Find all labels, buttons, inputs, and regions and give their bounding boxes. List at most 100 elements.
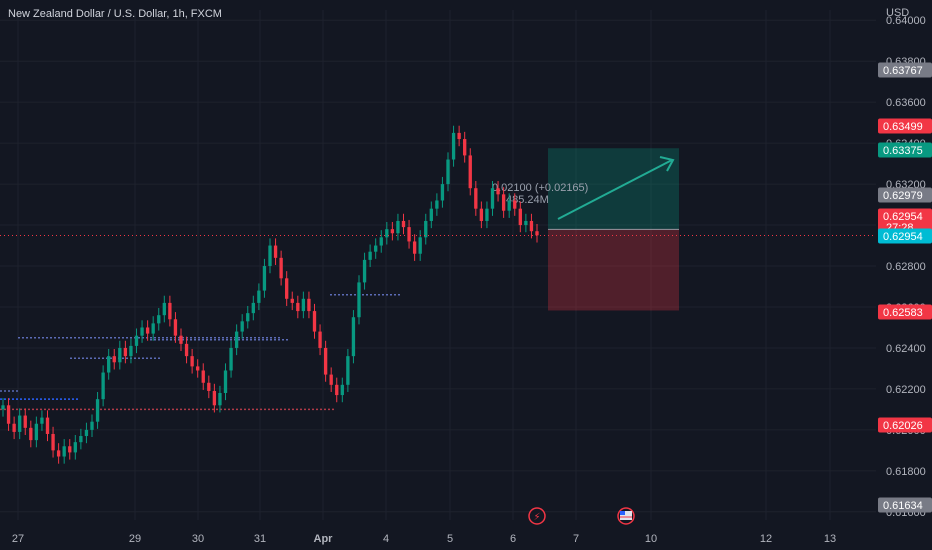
candle-body xyxy=(357,282,361,318)
candle-body xyxy=(479,208,484,221)
flag-canton xyxy=(620,511,625,515)
candle-body xyxy=(490,188,495,209)
candle-body xyxy=(218,393,222,406)
candle-body xyxy=(323,347,328,375)
time-axis-bg xyxy=(0,520,932,550)
candle-body xyxy=(112,356,116,363)
position-qty-text: 485.24M xyxy=(506,194,549,206)
candle-body xyxy=(296,302,300,312)
candle-body xyxy=(151,323,155,334)
candle-body xyxy=(435,200,439,209)
candle-body xyxy=(207,382,211,391)
candle-body xyxy=(212,390,217,406)
long-position-tool[interactable]: 0.02100 (+0.02165) 485.24M xyxy=(492,148,679,311)
price-tick-label: 0.64000 xyxy=(886,15,926,27)
candle-body xyxy=(6,405,11,424)
price-tag-label: 0.61634 xyxy=(883,500,923,512)
candle-body xyxy=(140,327,144,336)
candle-body xyxy=(535,231,539,236)
currency-label: USD xyxy=(886,7,909,19)
arrow-head-icon xyxy=(659,156,675,172)
candle-body xyxy=(451,132,456,160)
price-tick-label: 0.61800 xyxy=(886,466,926,478)
candle-body xyxy=(329,374,333,385)
candle-body xyxy=(418,237,422,254)
candle-body xyxy=(246,313,250,322)
candle-body xyxy=(424,220,428,238)
price-tag xyxy=(878,142,932,158)
candle-body xyxy=(307,298,311,312)
candles xyxy=(1,125,539,464)
candle-body xyxy=(107,356,111,373)
candle-body xyxy=(134,335,139,346)
chart-grid xyxy=(0,10,876,520)
candle-body xyxy=(379,237,383,246)
candle-body xyxy=(157,315,161,324)
candle-body xyxy=(79,436,83,443)
candle-body xyxy=(251,302,255,314)
price-tag xyxy=(878,187,932,203)
candle-body xyxy=(396,220,400,234)
candle-body xyxy=(312,311,317,332)
level-lines xyxy=(0,293,400,411)
candle-body xyxy=(118,347,122,363)
price-tag xyxy=(878,497,932,513)
candle-body xyxy=(468,155,472,189)
candle-body xyxy=(429,208,433,221)
candle-body xyxy=(101,372,105,400)
candle-body xyxy=(279,257,283,279)
candle-body xyxy=(18,415,22,432)
time-tick-label: 30 xyxy=(192,533,204,545)
candle-body xyxy=(496,188,500,195)
time-tick-label: 27 xyxy=(12,533,24,545)
price-tick-label: 0.62800 xyxy=(886,261,926,273)
candle-body xyxy=(374,245,378,252)
candle-body xyxy=(412,241,417,254)
candle-body xyxy=(518,208,522,226)
candle-body xyxy=(145,327,150,334)
candle-body xyxy=(56,450,61,457)
candle-body xyxy=(507,200,511,211)
chart-title: New Zealand Dollar / U.S. Dollar, 1h, FX… xyxy=(8,8,222,20)
candle-body xyxy=(346,356,350,385)
candle-body xyxy=(201,370,205,383)
candle-body xyxy=(62,446,66,457)
price-axis-bg xyxy=(876,0,932,520)
candle-body xyxy=(257,290,261,303)
candle-body xyxy=(351,317,356,357)
price-tag-label: 0.63499 xyxy=(883,121,923,133)
price-tick-label: 0.63600 xyxy=(886,97,926,109)
candle-body xyxy=(290,298,294,303)
time-tick-label: 5 xyxy=(447,533,453,545)
candle-body xyxy=(524,220,528,226)
profit-zone[interactable] xyxy=(548,148,679,230)
candle-body xyxy=(162,302,166,316)
candle-body xyxy=(229,347,233,371)
candle-body xyxy=(385,229,389,238)
candle-body xyxy=(446,159,450,185)
candle-body xyxy=(23,415,27,428)
price-tag-label: 0.62979 xyxy=(883,190,923,202)
candle-body xyxy=(262,266,267,291)
time-tick-label: 10 xyxy=(645,533,657,545)
time-axis[interactable]: 27 29 30 31 Apr 4 5 6 7 10 12 13 xyxy=(12,533,836,545)
candle-body xyxy=(440,184,445,201)
candle-body xyxy=(301,298,306,312)
candle-body xyxy=(285,278,289,299)
candle-body xyxy=(196,366,200,371)
loss-zone[interactable] xyxy=(548,229,679,311)
candle-body xyxy=(234,331,239,348)
lightning-glyph: ⚡ xyxy=(533,512,540,523)
time-tick-label: 7 xyxy=(573,533,579,545)
candle-body xyxy=(240,321,244,332)
trend-arrow[interactable] xyxy=(557,159,673,220)
lightning-icon xyxy=(528,507,546,525)
price-tick-label: 0.62400 xyxy=(886,343,926,355)
time-tick-label: 31 xyxy=(254,533,266,545)
candle-body xyxy=(407,227,411,242)
candle-body xyxy=(95,399,100,422)
price-tag-label: 0.62583 xyxy=(883,307,923,319)
candle-body xyxy=(45,417,50,434)
